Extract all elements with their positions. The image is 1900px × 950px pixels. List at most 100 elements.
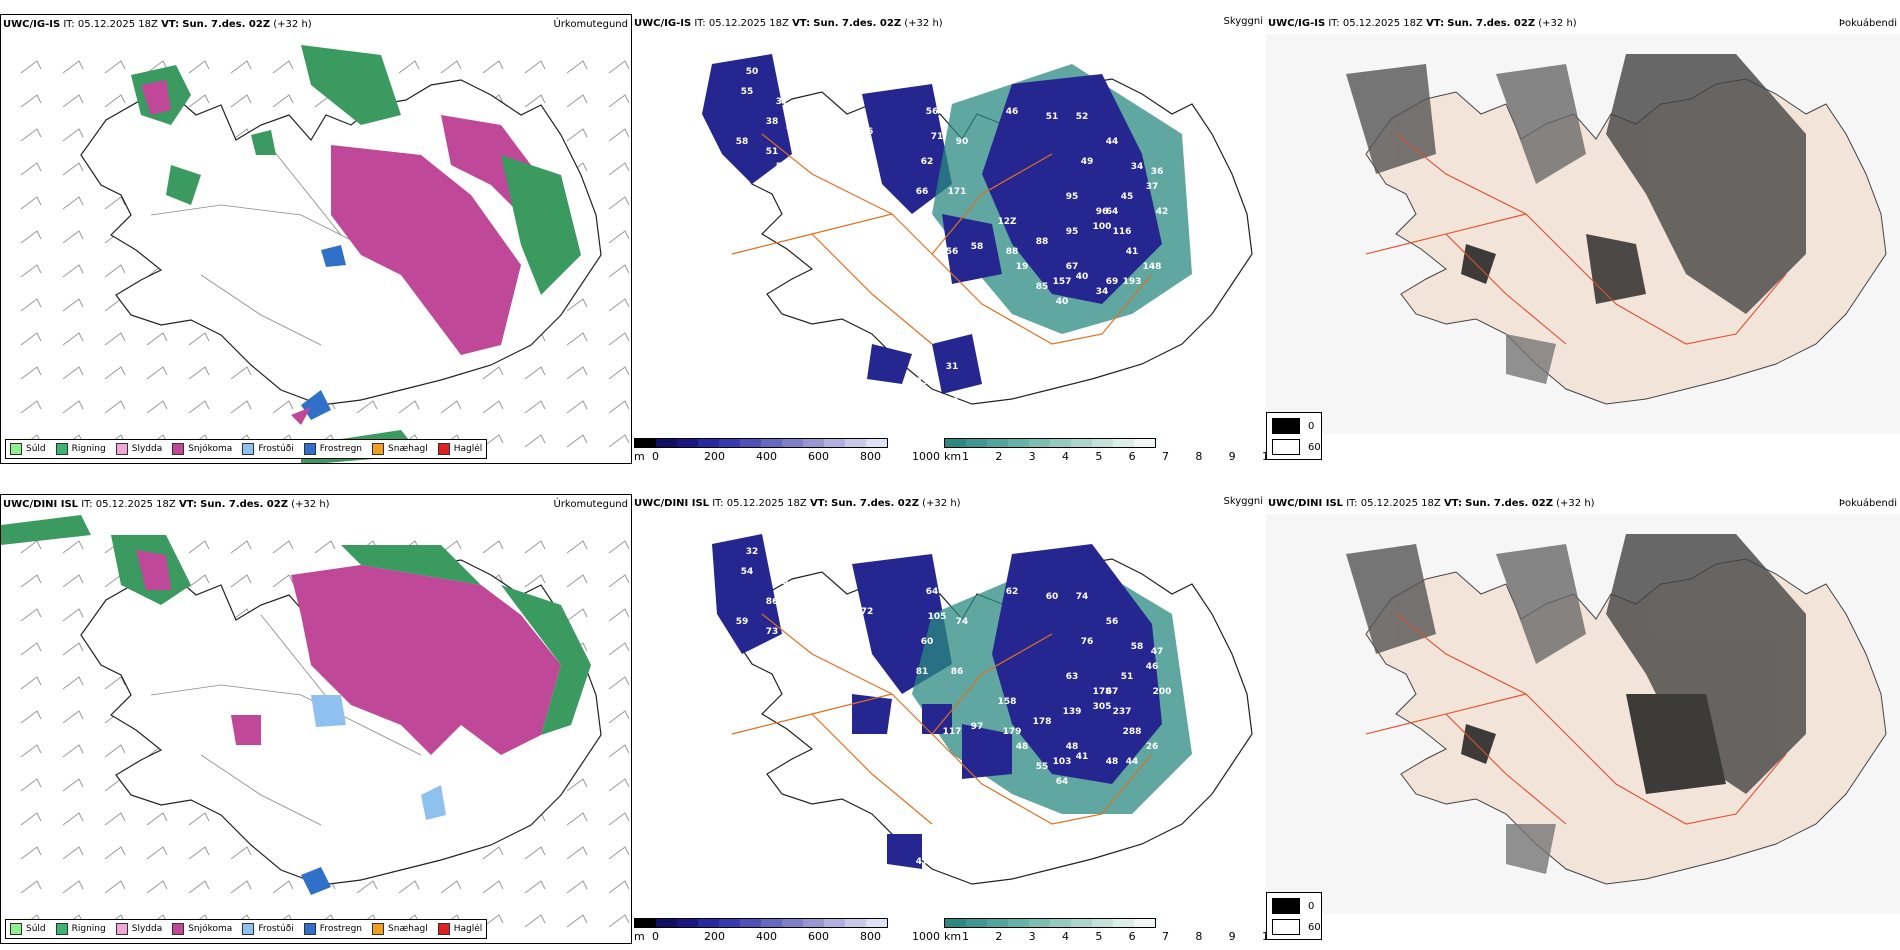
- visibility-value-label: 34: [1131, 162, 1144, 172]
- visibility-value-label: 67: [1066, 262, 1079, 272]
- fog-areas: [1346, 54, 1806, 384]
- visibility-value-label: 74: [1076, 592, 1089, 602]
- m-colorbar-boxes: [634, 918, 888, 928]
- distance-colorbar: km 12345678910: [944, 438, 1266, 463]
- visibility-value-label: 263: [918, 737, 937, 747]
- swatch-rain: [55, 443, 68, 455]
- visibility-value-label: 158: [998, 697, 1017, 707]
- legend-item: Rigning: [55, 923, 106, 935]
- visibility-value-label: 59: [736, 617, 749, 627]
- visibility-value-label: 55: [776, 577, 789, 587]
- colorbar-segment: [740, 439, 761, 447]
- colorbar-segment: [824, 439, 845, 447]
- visibility-value-label: 33: [946, 842, 959, 852]
- precip-type-legend: Súld Rigning Slydda Snjókoma Frostúði Fr…: [5, 439, 488, 459]
- panel-header: UWC/IG-IS IT: 05.12.2025 18Z VT: Sun. 7.…: [3, 19, 312, 30]
- colorbar-tick-label: 200: [704, 930, 725, 943]
- colorbar-segment: [866, 919, 887, 927]
- colorbar-segment: [656, 439, 677, 447]
- swatch-snow-pellets: [372, 923, 385, 935]
- colorbar-tick-label: 0: [652, 450, 659, 463]
- distance-colorbar: km 12345678910: [944, 918, 1266, 943]
- visibility-value-label: 51: [1121, 672, 1134, 682]
- visibility-value-label: 72: [861, 607, 874, 617]
- colorbar-tick-label: 9: [1228, 930, 1236, 943]
- visibility-value-label: 90: [956, 137, 969, 147]
- colorbar-segment: [1134, 439, 1155, 447]
- km-colorbar-boxes: [944, 918, 1156, 928]
- altitude-colorbar: m 0 200 400 600 800 1000: [634, 438, 940, 463]
- visibility-value-label: 171: [948, 187, 967, 197]
- colorbar-tick-label: 8: [1195, 930, 1203, 943]
- visibility-value-label: 47: [916, 857, 929, 867]
- colorbar-segment: [698, 919, 719, 927]
- legend-item: Frostregn: [303, 923, 362, 935]
- visibility-value-label: 58: [946, 397, 959, 407]
- visibility-map: 50 55 37 38 37 58 51 55 63 76 56 71 62 90 66 171 46 51 52 4…: [702, 54, 1253, 407]
- colorbar-segment: [987, 439, 1008, 447]
- colorbar-segment: [677, 919, 698, 927]
- panel-title: Skyggni: [1223, 16, 1263, 27]
- colorbar-segment: [866, 439, 887, 447]
- colorbar-tick-label: 4: [1062, 450, 1069, 463]
- fog-indicator-panel-row1: UWC/IG-IS IT: 05.12.2025 18Z VT: Sun. 7.…: [1266, 14, 1900, 464]
- colorbar-segment: [945, 439, 966, 447]
- fog-key-swatch-light: [1272, 439, 1300, 455]
- visibility-value-label: 116: [1113, 227, 1132, 237]
- colorbar-segment: [803, 439, 824, 447]
- colorbar-segment: [824, 919, 845, 927]
- visibility-value-label: 55: [741, 87, 754, 97]
- colorbar-segment: [1029, 439, 1050, 447]
- swatch-hail: [437, 923, 450, 935]
- colorbar-tick-label: 8: [1195, 450, 1203, 463]
- visibility-value-label: 76: [861, 127, 874, 137]
- panel-header: UWC/DINI ISL IT: 05.12.2025 18Z VT: Sun.…: [3, 499, 330, 510]
- visibility-value-label: 95: [1066, 192, 1079, 202]
- colorbar-segment: [635, 919, 656, 927]
- precip-areas: [131, 45, 581, 463]
- legend-item: Snjókoma: [172, 923, 232, 935]
- visibility-value-label: 178: [1093, 687, 1112, 697]
- visibility-value-label: 69: [1106, 277, 1119, 287]
- visibility-value-label: 71: [931, 132, 944, 142]
- visibility-value-label: 56: [926, 107, 939, 117]
- colorbar-tick-label: 7: [1162, 450, 1169, 463]
- visibility-value-label: 40: [1076, 272, 1089, 282]
- visibility-value-label: 45: [796, 662, 809, 672]
- swatch-sleet: [115, 923, 128, 935]
- panel-header: UWC/IG-IS IT: 05.12.2025 18Z VT: Sun. 7.…: [1268, 18, 1577, 29]
- colorbar-segment: [740, 919, 761, 927]
- visibility-value-label: 288: [1123, 727, 1142, 737]
- precip-type-legend: Súld Rigning Slydda Snjókoma Frostúði Fr…: [5, 919, 488, 939]
- visibility-value-label: 60: [1046, 592, 1059, 602]
- visibility-value-label: 73: [766, 627, 779, 637]
- fog-indicator-key: 0 60: [1266, 892, 1322, 940]
- fog-key-swatch-light: [1272, 919, 1300, 935]
- visibility-value-label: 37: [786, 122, 799, 132]
- legend-item: Frostregn: [303, 443, 362, 455]
- colorbar-tick-label: 800: [860, 450, 881, 463]
- swatch-snow: [172, 923, 185, 935]
- colorbar-segment: [698, 439, 719, 447]
- visibility-value-label: 32: [861, 257, 874, 267]
- visibility-value-label: 55: [921, 257, 934, 267]
- legend-item: Slydda: [115, 443, 162, 455]
- fog-map: [1266, 34, 1900, 434]
- visibility-value-label: 54: [741, 567, 754, 577]
- colorbar-segment: [845, 439, 866, 447]
- swatch-freezing-drizzle: [242, 923, 255, 935]
- colorbar-segment: [1092, 439, 1113, 447]
- visibility-value-label: 157: [1053, 277, 1072, 287]
- visibility-value-label: 88: [1006, 247, 1019, 257]
- colorbar-tick-label: 6: [1128, 930, 1136, 943]
- altitude-colorbar: m 0 200 400 600 800 1000: [634, 918, 940, 943]
- colorbar-segment: [677, 439, 698, 447]
- precip-map: [1, 515, 630, 928]
- visibility-value-label: 56: [946, 247, 959, 257]
- colorbar-tick-label: 3: [1028, 930, 1036, 943]
- visibility-value-label: 32: [746, 547, 759, 557]
- legend-item: Rigning: [55, 443, 106, 455]
- colorbar-segment: [761, 439, 782, 447]
- visibility-value-label: 60: [921, 637, 934, 647]
- colorbar-segment: [1008, 439, 1029, 447]
